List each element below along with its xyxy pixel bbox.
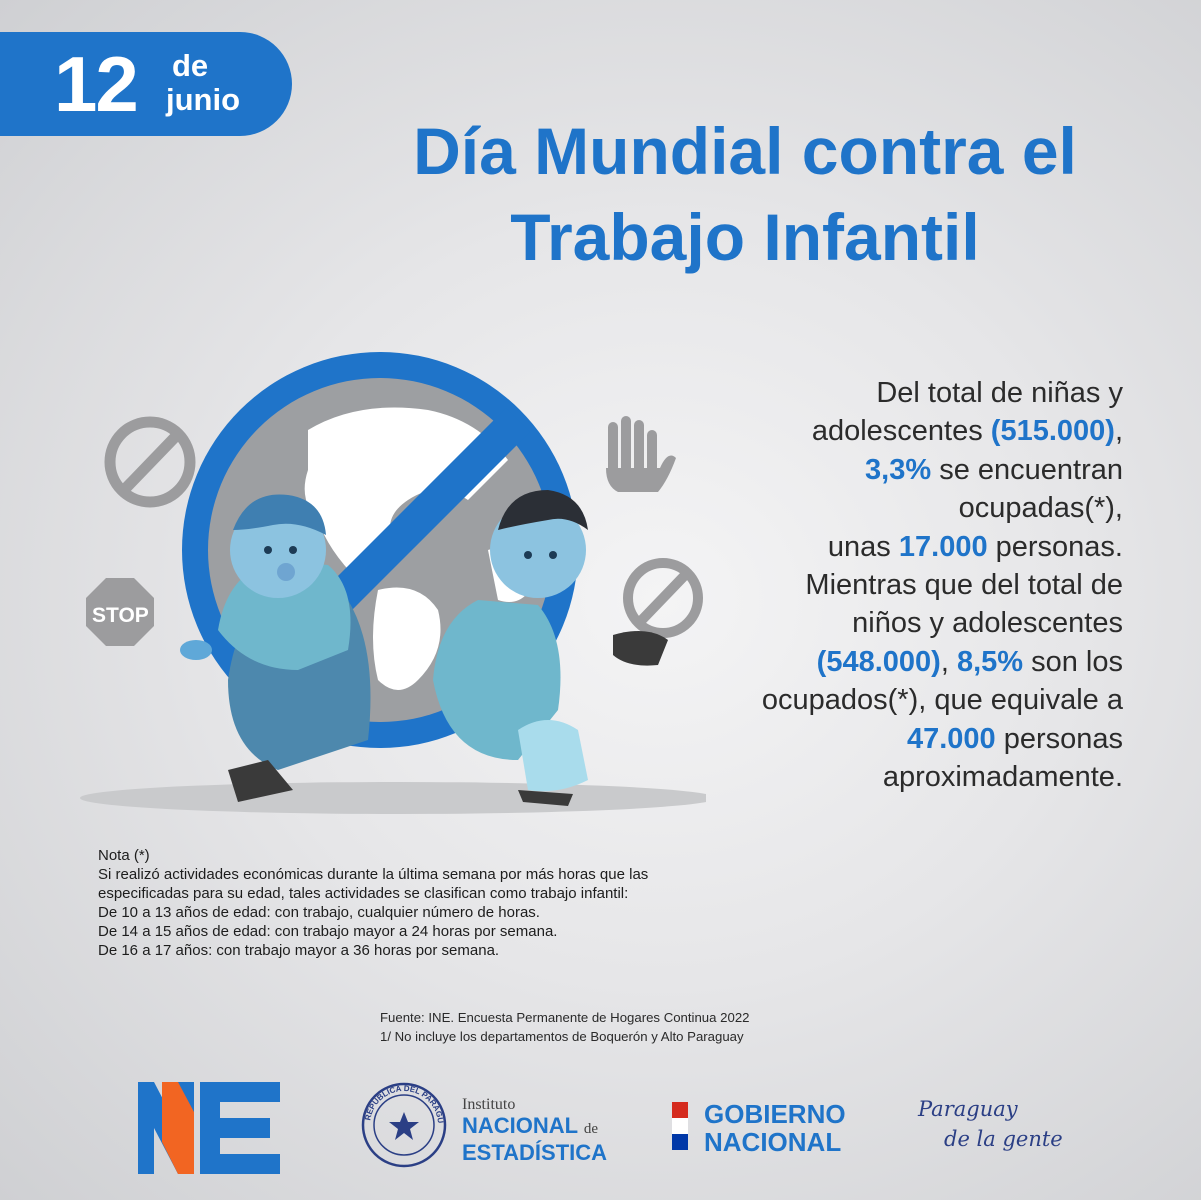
source-line-2: 1/ No incluye los departamentos de Boque… <box>380 1029 744 1044</box>
institution-nacional: NACIONAL <box>462 1113 578 1138</box>
title-line-1: Día Mundial contra el <box>413 114 1077 188</box>
note-line: especificadas para su edad, tales activi… <box>98 885 629 902</box>
prohibition-icon-right <box>623 558 703 638</box>
date-de: de <box>172 48 209 83</box>
ine-logo <box>138 1082 280 1174</box>
note-line: Si realizó actividades económicas durant… <box>98 866 649 883</box>
stats-line-6: Mientras que del total de <box>805 569 1123 602</box>
stats-line-1: Del total de niñas y <box>876 377 1123 409</box>
institution-word: Instituto <box>462 1096 516 1113</box>
boys-percent-value: 8,5% <box>956 645 1024 678</box>
note-line: De 10 a 13 años de edad: con trabajo, cu… <box>98 904 540 921</box>
boys-total-value: (548.000) <box>816 645 941 678</box>
stop-sign-icon: STOP <box>86 578 154 646</box>
note-heading: Nota (*) <box>98 847 150 864</box>
prohibition-icon-left <box>104 416 196 508</box>
title-line-2: Trabajo Infantil <box>510 200 980 274</box>
boys-count-value: 47.000 <box>906 722 996 755</box>
hand-stop-icon <box>606 416 676 492</box>
stats-line-2: adolescentes (515.000), <box>811 415 1123 448</box>
institution-estadistica: ESTADÍSTICA <box>462 1140 608 1165</box>
svg-text:STOP: STOP <box>92 604 149 627</box>
republic-seal-icon: REPÚBLICA DEL PARAGUAY <box>356 1082 447 1168</box>
note-section: Nota (*) Si realizó actividades económic… <box>98 846 818 960</box>
date-day: 12 <box>54 40 139 128</box>
girls-total-value: (515.000) <box>990 415 1115 448</box>
stats-line-4: ocupadas(*), <box>958 492 1123 525</box>
girls-percent-value: 3,3% <box>865 453 932 486</box>
stats-line-8: (548.000), 8,5% son los <box>816 645 1123 678</box>
stats-line-3: 3,3% se encuentran <box>865 453 1123 486</box>
paraguay-de-la-gente-logo: Paraguay de la gente <box>918 1097 1063 1151</box>
paraguay-flag-icon <box>672 1102 688 1150</box>
child-labor-illustration: STOP <box>80 352 706 814</box>
date-badge: 12 de junio <box>0 32 292 136</box>
stats-line-7: niños y adolescentes <box>852 607 1123 640</box>
date-month: junio <box>166 82 241 117</box>
stats-line-9: ocupados(*), que equivale a <box>761 684 1123 717</box>
page-title: Día Mundial contra el Trabajo Infantil <box>340 108 1150 280</box>
gobierno-nacional-logo: GOBIERNO NACIONAL <box>704 1099 846 1157</box>
source-line-1: Fuente: INE. Encuesta Permanente de Hoga… <box>380 1010 750 1025</box>
ground-shadow <box>80 782 706 814</box>
ine-institution-name: Instituto NACIONAL de ESTADÍSTICA <box>462 1096 608 1165</box>
note-line: De 14 a 15 años de edad: con trabajo may… <box>98 923 558 940</box>
source-section: Fuente: INE. Encuesta Permanente de Hoga… <box>380 1008 880 1046</box>
child-left-figure <box>180 494 371 802</box>
child-right-figure <box>433 490 668 806</box>
statistics-paragraph: Del total de niñas y adolescentes (515.0… <box>653 374 1123 796</box>
girls-count-value: 17.000 <box>898 530 988 563</box>
stats-line-10: 47.000 personas <box>906 722 1123 755</box>
stats-line-11: aproximadamente. <box>882 761 1123 794</box>
stats-line-5: unas 17.000 personas. <box>827 530 1123 563</box>
note-line: De 16 a 17 años: con trabajo mayor a 36 … <box>98 942 500 959</box>
